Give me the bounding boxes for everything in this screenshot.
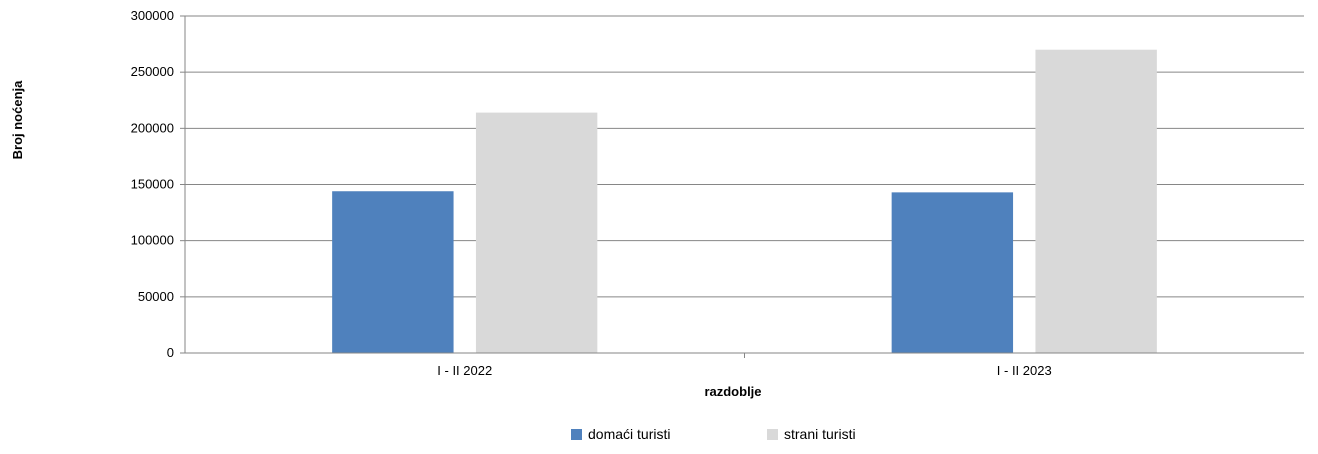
x-tick-label-1: I - II 2023 — [997, 363, 1052, 378]
y-tick-label-2: 100000 — [131, 233, 174, 248]
y-tick-label-0: 0 — [167, 345, 174, 360]
legend: domaći turisti strani turisti — [571, 426, 856, 442]
y-tick-label-4: 200000 — [131, 120, 174, 135]
bar-foreign-0 — [475, 112, 598, 354]
y-axis-title: Broj noćenja — [10, 80, 25, 160]
legend-swatch-0 — [571, 429, 582, 440]
y-tick-labels: 0 50000 100000 150000 200000 250000 300000 — [131, 8, 174, 360]
axes — [184, 16, 1304, 358]
bar-domestic-1 — [891, 192, 1014, 353]
y-tick-label-6: 300000 — [131, 8, 174, 23]
legend-label-1: strani turisti — [784, 426, 856, 442]
x-tick-labels: I - II 2022 I - II 2023 — [437, 363, 1051, 378]
bar-domestic-0 — [332, 191, 454, 353]
x-tick-label-0: I - II 2022 — [437, 363, 492, 378]
bar-foreign-1 — [1035, 49, 1157, 353]
legend-label-0: domaći turisti — [588, 426, 670, 442]
y-tick-label-3: 150000 — [131, 177, 174, 192]
x-axis-title: razdoblje — [704, 384, 761, 399]
y-tick-label-5: 250000 — [131, 64, 174, 79]
bars — [332, 49, 1157, 354]
y-tick-label-1: 50000 — [138, 289, 174, 304]
legend-swatch-1 — [767, 429, 778, 440]
